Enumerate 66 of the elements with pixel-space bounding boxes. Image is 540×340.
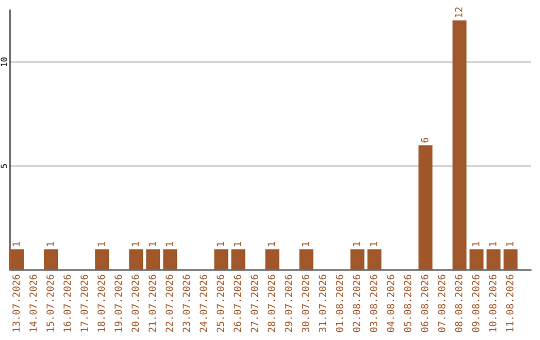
data-label: 1 bbox=[12, 242, 20, 246]
data-label: 1 bbox=[166, 242, 173, 246]
x-tick-label: 18.07.2026 bbox=[98, 274, 105, 332]
bar bbox=[214, 249, 228, 270]
y-tick-label: 10 bbox=[0, 58, 7, 66]
x-tick-label: 14.07.2026 bbox=[29, 274, 37, 332]
x-tick-label: 10.08.2026 bbox=[489, 274, 496, 332]
x-tick-label: 27.07.2026 bbox=[250, 274, 258, 332]
x-tick-label: 26.07.2026 bbox=[234, 274, 242, 332]
x-tick-label: 22.07.2026 bbox=[166, 274, 174, 332]
x-tick-label: 07.08.2026 bbox=[438, 274, 446, 332]
data-label: 1 bbox=[489, 242, 496, 246]
data-label: 1 bbox=[353, 242, 360, 246]
data-label: 1 bbox=[268, 242, 275, 246]
data-label: 6 bbox=[420, 138, 428, 142]
x-tick-label: 19.07.2026 bbox=[114, 274, 122, 332]
data-label: 1 bbox=[370, 242, 378, 246]
data-label: 1 bbox=[46, 242, 54, 246]
bar bbox=[129, 249, 144, 270]
x-tick-label: 06.08.2026 bbox=[420, 274, 428, 332]
x-tick-label: 08.08.2026 bbox=[455, 274, 462, 332]
bar bbox=[44, 249, 58, 270]
x-tick-label: 24.07.2026 bbox=[200, 274, 208, 332]
bar bbox=[350, 249, 364, 270]
y-tick-label: 5 bbox=[0, 164, 7, 168]
data-label: 1 bbox=[216, 242, 224, 246]
bar bbox=[163, 249, 178, 270]
bar bbox=[265, 249, 280, 270]
bar bbox=[10, 249, 24, 270]
bar bbox=[452, 20, 466, 270]
data-label: 1 bbox=[506, 242, 514, 246]
x-tick-label: 13.07.2026 bbox=[12, 274, 20, 332]
x-tick-label: 21.07.2026 bbox=[148, 274, 156, 332]
x-tick-label: 31.07.2026 bbox=[318, 274, 326, 332]
data-label: 1 bbox=[98, 242, 105, 246]
x-tick-label: 09.08.2026 bbox=[472, 274, 480, 332]
x-tick-label: 01.08.2026 bbox=[336, 274, 344, 332]
x-tick-label: 28.07.2026 bbox=[268, 274, 276, 332]
x-tick-label: 04.08.2026 bbox=[386, 274, 394, 332]
bar bbox=[231, 249, 246, 270]
bar bbox=[146, 249, 160, 270]
bar bbox=[299, 249, 314, 270]
bar bbox=[486, 249, 501, 270]
x-tick-label: 15.07.2026 bbox=[46, 274, 54, 332]
x-tick-label: 03.08.2026 bbox=[370, 274, 378, 332]
x-tick-label: 17.07.2026 bbox=[80, 274, 88, 332]
x-tick-label: 25.07.2026 bbox=[216, 274, 224, 332]
x-tick-label: 23.07.2026 bbox=[182, 274, 190, 332]
data-label: 1 bbox=[472, 242, 480, 246]
bar bbox=[418, 145, 432, 270]
x-tick-label: 16.07.2026 bbox=[64, 274, 71, 332]
x-tick-label: 05.08.2026 bbox=[404, 274, 412, 332]
x-tick-label: 30.07.2026 bbox=[302, 274, 310, 332]
data-label: 12 bbox=[455, 7, 462, 18]
x-tick-label: 20.07.2026 bbox=[132, 274, 139, 332]
data-label: 1 bbox=[132, 242, 139, 246]
bar bbox=[470, 249, 484, 270]
x-tick-label: 02.08.2026 bbox=[352, 274, 360, 332]
bar bbox=[95, 249, 110, 270]
bar bbox=[504, 249, 518, 270]
data-label: 1 bbox=[148, 242, 156, 246]
bar bbox=[367, 249, 382, 270]
data-label: 1 bbox=[234, 242, 241, 246]
x-tick-label: 11.08.2026 bbox=[506, 274, 514, 332]
data-label: 1 bbox=[302, 242, 310, 246]
x-tick-label: 29.07.2026 bbox=[284, 274, 292, 332]
